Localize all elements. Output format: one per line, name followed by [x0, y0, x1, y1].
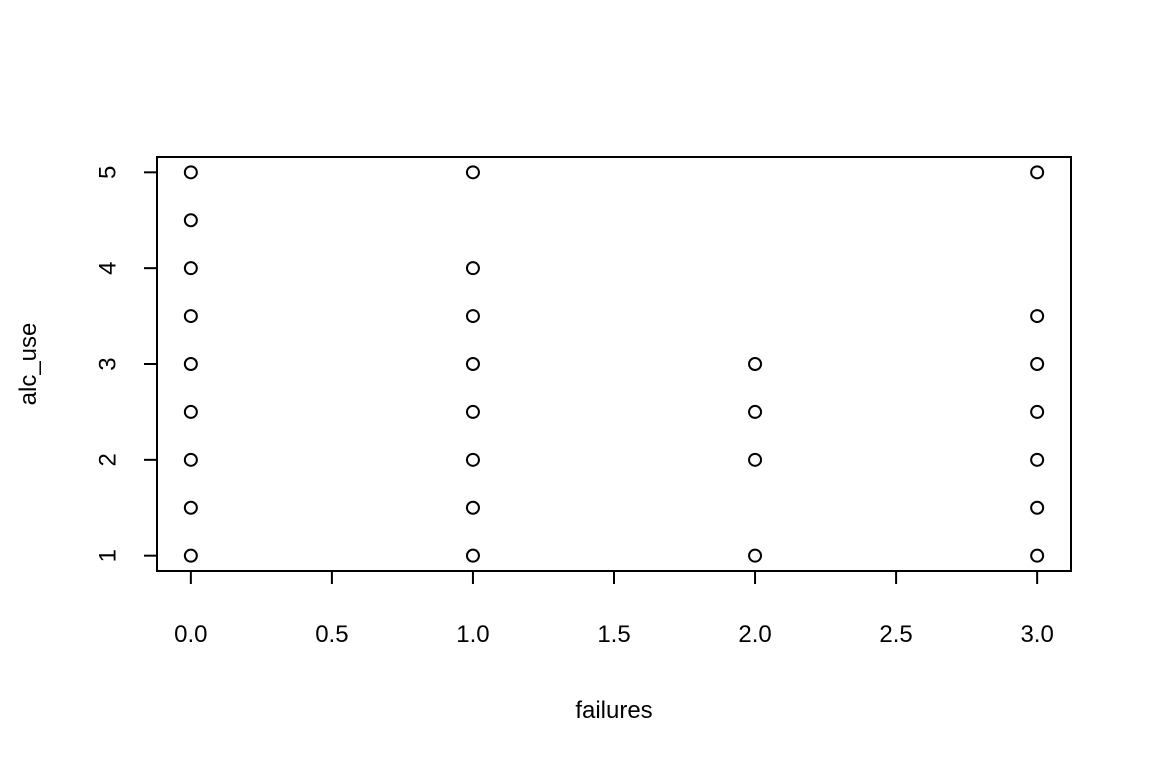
data-point — [1030, 404, 1045, 419]
x-tick-label: 1.5 — [597, 621, 630, 648]
data-point — [465, 309, 480, 324]
data-point — [183, 261, 198, 276]
x-tick-label: 3.0 — [1020, 621, 1053, 648]
data-point — [465, 404, 480, 419]
data-point — [183, 165, 198, 180]
data-point — [1030, 500, 1045, 515]
y-tick-label: 1 — [95, 549, 122, 562]
x-tick-label: 2.0 — [738, 621, 771, 648]
data-point — [183, 213, 198, 228]
data-point — [748, 452, 763, 467]
data-point — [1030, 452, 1045, 467]
data-point — [183, 452, 198, 467]
data-point — [465, 165, 480, 180]
data-point — [465, 452, 480, 467]
y-tick-label: 5 — [95, 166, 122, 179]
data-point — [183, 404, 198, 419]
y-tick-label: 4 — [95, 261, 122, 274]
data-point — [465, 261, 480, 276]
data-point — [183, 357, 198, 371]
data-point — [1030, 548, 1045, 563]
x-tick-label: 1.0 — [456, 621, 489, 648]
y-tick-label: 2 — [95, 453, 122, 466]
data-point — [748, 357, 763, 371]
data-point — [183, 548, 198, 563]
data-point — [465, 548, 480, 563]
data-point — [183, 500, 198, 515]
y-tick-label: 3 — [95, 357, 122, 370]
data-point — [748, 404, 763, 419]
data-point — [1030, 357, 1045, 371]
data-points — [183, 165, 1045, 563]
x-tick-label: 0.0 — [174, 621, 207, 648]
y-axis-label: alc_use — [15, 323, 42, 406]
x-tick-label: 2.5 — [879, 621, 912, 648]
data-point — [748, 548, 763, 563]
data-point — [1030, 309, 1045, 324]
x-axis: 0.0 0.5 1.0 1.5 2.0 2.5 3.0 — [174, 570, 1054, 648]
x-axis-label: failures — [575, 697, 652, 724]
y-axis: 1 2 3 4 5 — [95, 166, 158, 562]
plot-frame — [156, 156, 1072, 572]
data-point — [465, 357, 480, 371]
data-point — [183, 309, 198, 324]
data-point — [1030, 165, 1045, 180]
data-point — [465, 500, 480, 515]
x-tick-label: 0.5 — [315, 621, 348, 648]
